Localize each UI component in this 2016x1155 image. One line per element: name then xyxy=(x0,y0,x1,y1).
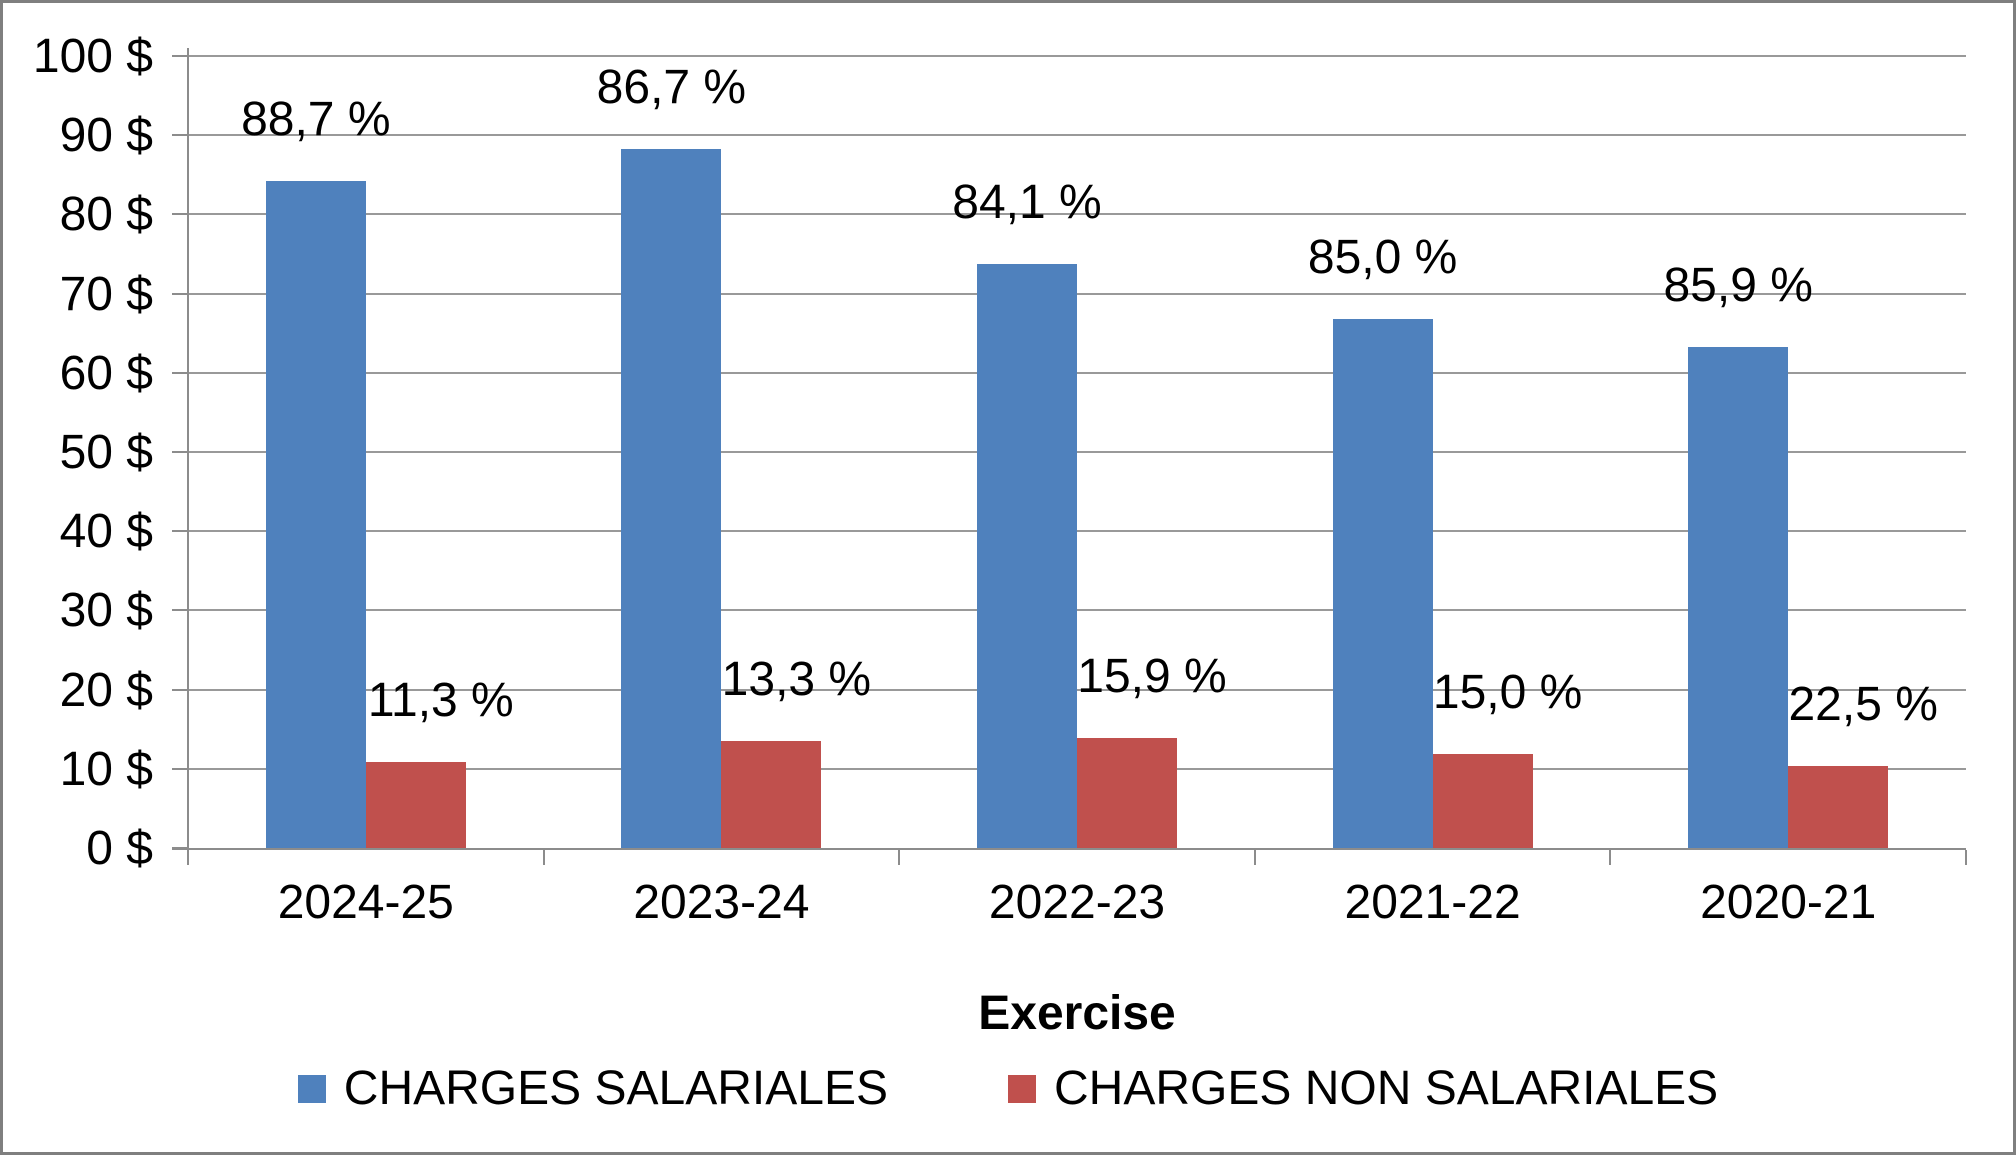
y-tick-30 xyxy=(172,609,188,612)
x-tick-2 xyxy=(898,850,901,865)
gridline-70 xyxy=(188,292,1966,295)
legend-label-charges-non-salariales: CHARGES NON SALARIALES xyxy=(1054,1062,1719,1115)
x-tick-0 xyxy=(187,850,189,865)
gridline-30 xyxy=(188,609,1966,612)
bar-charges-non-salariales-2024-25 xyxy=(365,762,466,848)
x-axis-title: Exercise xyxy=(978,987,1176,1040)
gridline-40 xyxy=(188,530,1966,533)
data-label-charges-salariales-2023-24: 86,7 % xyxy=(596,61,747,115)
gridline-80 xyxy=(188,213,1966,216)
category-label-2023-24: 2023-24 xyxy=(633,876,810,929)
plot-area: 88,7 % 11,3 % 86,7 % 13,3 % 84,1 % 15,9 % 85,0… xyxy=(188,55,1966,848)
y-axis-tick-labels: 100 $ 90 $ 80 $ 70 $ 60 $ 50 $ 40 $ 30 $ 20 $ 10 … xyxy=(3,3,153,1152)
y-tick-0 xyxy=(172,847,188,849)
data-label-charges-non-salariales-2021-22: 15,0 % xyxy=(1432,665,1583,719)
y-tick-label-60: 60 $ xyxy=(59,346,153,400)
legend-marker-charges-non-salariales xyxy=(1008,1074,1036,1103)
legend-entry-charges-non-salariales: CHARGES NON SALARIALES xyxy=(1008,1061,1718,1116)
y-tick-label-100: 100 $ xyxy=(32,30,153,83)
data-label-charges-non-salariales-2024-25: 11,3 % xyxy=(367,674,514,728)
x-tick-4 xyxy=(1609,850,1612,865)
bar-charges-salariales-2024-25 xyxy=(265,181,366,848)
bar-charges-non-salariales-2021-22 xyxy=(1432,753,1533,848)
bar-charges-non-salariales-2020-21 xyxy=(1788,765,1889,848)
y-tick-label-20: 20 $ xyxy=(59,663,153,717)
bar-charges-non-salariales-2022-23 xyxy=(1077,737,1177,848)
gridline-50 xyxy=(188,451,1966,453)
data-label-charges-salariales-2020-21: 85,9 % xyxy=(1663,258,1813,312)
y-tick-70 xyxy=(172,292,188,295)
y-tick-10 xyxy=(172,767,188,770)
y-tick-90 xyxy=(172,134,188,137)
category-label-2022-23: 2022-23 xyxy=(988,876,1166,929)
y-tick-label-40: 40 $ xyxy=(59,505,153,559)
y-tick-80 xyxy=(172,213,188,216)
y-axis-line xyxy=(187,48,189,863)
data-label-charges-non-salariales-2020-21: 22,5 % xyxy=(1788,677,1938,731)
y-tick-label-0: 0 $ xyxy=(86,822,153,875)
bar-charges-salariales-2021-22 xyxy=(1332,318,1433,848)
y-tick-100 xyxy=(172,55,188,57)
category-label-2020-21: 2020-21 xyxy=(1700,876,1877,929)
y-tick-label-70: 70 $ xyxy=(59,267,153,321)
gridline-60 xyxy=(188,371,1966,374)
bar-charges-non-salariales-2023-24 xyxy=(721,741,822,848)
data-label-charges-salariales-2022-23: 84,1 % xyxy=(952,176,1102,230)
category-label-2021-22: 2021-22 xyxy=(1344,876,1521,929)
data-label-charges-salariales-2021-22: 85,0 % xyxy=(1307,230,1458,284)
gridline-90 xyxy=(188,134,1966,137)
legend-marker-charges-salariales xyxy=(297,1074,326,1103)
y-tick-label-50: 50 $ xyxy=(59,426,153,479)
y-tick-label-30: 30 $ xyxy=(59,584,153,638)
x-tick-5 xyxy=(1965,850,1967,865)
gridline-20 xyxy=(188,688,1966,691)
legend-entry-charges-salariales: CHARGES SALARIALES xyxy=(297,1061,888,1116)
y-tick-60 xyxy=(172,371,188,374)
bar-charges-salariales-2023-24 xyxy=(621,149,722,848)
legend: CHARGES SALARIALES CHARGES NON SALARIALES xyxy=(3,1061,2013,1116)
gridline-100 xyxy=(188,55,1966,57)
data-label-charges-salariales-2024-25: 88,7 % xyxy=(241,93,391,147)
y-tick-20 xyxy=(172,688,188,691)
x-tick-3 xyxy=(1253,850,1256,865)
y-tick-label-80: 80 $ xyxy=(59,188,153,242)
legend-label-charges-salariales: CHARGES SALARIALES xyxy=(343,1062,888,1115)
y-tick-40 xyxy=(172,530,188,533)
data-label-charges-non-salariales-2023-24: 13,3 % xyxy=(721,653,872,707)
category-label-2024-25: 2024-25 xyxy=(277,876,454,929)
data-label-charges-non-salariales-2022-23: 15,9 % xyxy=(1077,649,1227,703)
bar-charges-salariales-2022-23 xyxy=(977,264,1077,848)
bar-charges-salariales-2020-21 xyxy=(1688,346,1789,848)
y-tick-label-90: 90 $ xyxy=(59,109,153,163)
x-axis-line xyxy=(172,848,1966,850)
y-tick-label-10: 10 $ xyxy=(59,742,153,796)
y-tick-50 xyxy=(172,451,188,453)
x-tick-1 xyxy=(542,850,545,865)
